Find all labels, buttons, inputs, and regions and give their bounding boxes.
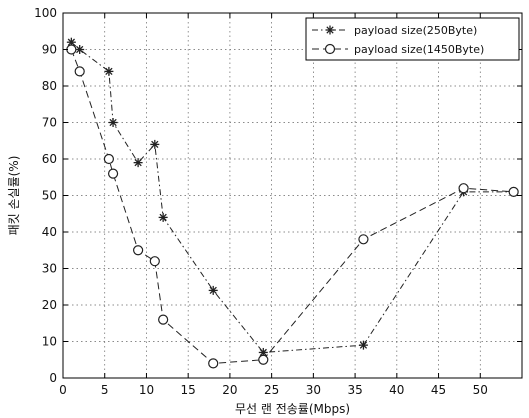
x-tick-label: 25 (264, 383, 279, 397)
x-tick-label: 0 (59, 383, 67, 397)
grid-lines (63, 13, 522, 378)
circle-point (258, 354, 269, 365)
circle-point (103, 153, 115, 165)
circle-point (358, 234, 369, 245)
x-tick-label: 10 (139, 383, 154, 397)
y-axis-label: 패킷 손실률(%) (7, 156, 21, 236)
x-tick-label: 15 (181, 383, 196, 397)
legend-circle (324, 43, 336, 55)
star-point (158, 212, 168, 222)
star-point (208, 285, 218, 295)
x-tick-label: 20 (222, 383, 237, 397)
legend-box (305, 17, 520, 61)
y-tick-label: 40 (42, 225, 57, 239)
x-tick-label: 35 (347, 383, 362, 397)
legend-star (325, 25, 335, 35)
y-tick-label: 80 (42, 79, 57, 93)
x-tick-label: 5 (101, 383, 109, 397)
y-tick-label: 10 (42, 335, 57, 349)
x-tick-label: 40 (389, 383, 404, 397)
x-tick-label: 45 (431, 383, 446, 397)
circle-point (107, 168, 119, 179)
circle-point (74, 66, 85, 77)
series-line-1 (70, 49, 514, 364)
y-tick-label: 100 (34, 6, 57, 20)
star-point (133, 158, 143, 168)
circle-point (66, 44, 77, 55)
axis-ticks: 0 5 10 15 20 25 30 35 40 45 50 0 10 20 30 40 50 60 70 80 90 1… (34, 6, 522, 397)
star-point (104, 66, 114, 76)
circle-point (508, 186, 519, 197)
series-line-0 (71, 41, 514, 353)
circle-point (133, 245, 144, 256)
circle-point (158, 314, 169, 325)
star-point (150, 139, 160, 149)
y-tick-label: 60 (42, 152, 57, 166)
x-tick-label: 50 (473, 383, 488, 397)
circle-point (458, 183, 469, 194)
star-point (358, 340, 368, 350)
legend-label-series-250byte: payload size(250Byte) (354, 24, 477, 37)
legend: payload size(250Byte) payload size(1450B… (305, 17, 520, 61)
legend-star-marker (325, 25, 335, 35)
star-point (75, 45, 85, 54)
legend-circle-marker (324, 43, 336, 55)
circle-point (149, 256, 160, 267)
y-tick-label: 20 (42, 298, 57, 312)
star-point (108, 118, 118, 127)
y-tick-label: 30 (42, 262, 57, 276)
legend-label-series-1450byte: payload size(1450Byte) (354, 43, 484, 56)
x-axis-label: 무선 랜 전송률(Mbps) (235, 402, 350, 416)
y-tick-label: 50 (42, 189, 57, 203)
circle-point (208, 358, 219, 369)
y-tick-label: 70 (42, 116, 57, 130)
y-tick-label: 0 (49, 371, 57, 385)
y-tick-label: 90 (42, 43, 57, 57)
x-tick-label: 30 (306, 383, 321, 397)
series-layer (66, 37, 519, 369)
